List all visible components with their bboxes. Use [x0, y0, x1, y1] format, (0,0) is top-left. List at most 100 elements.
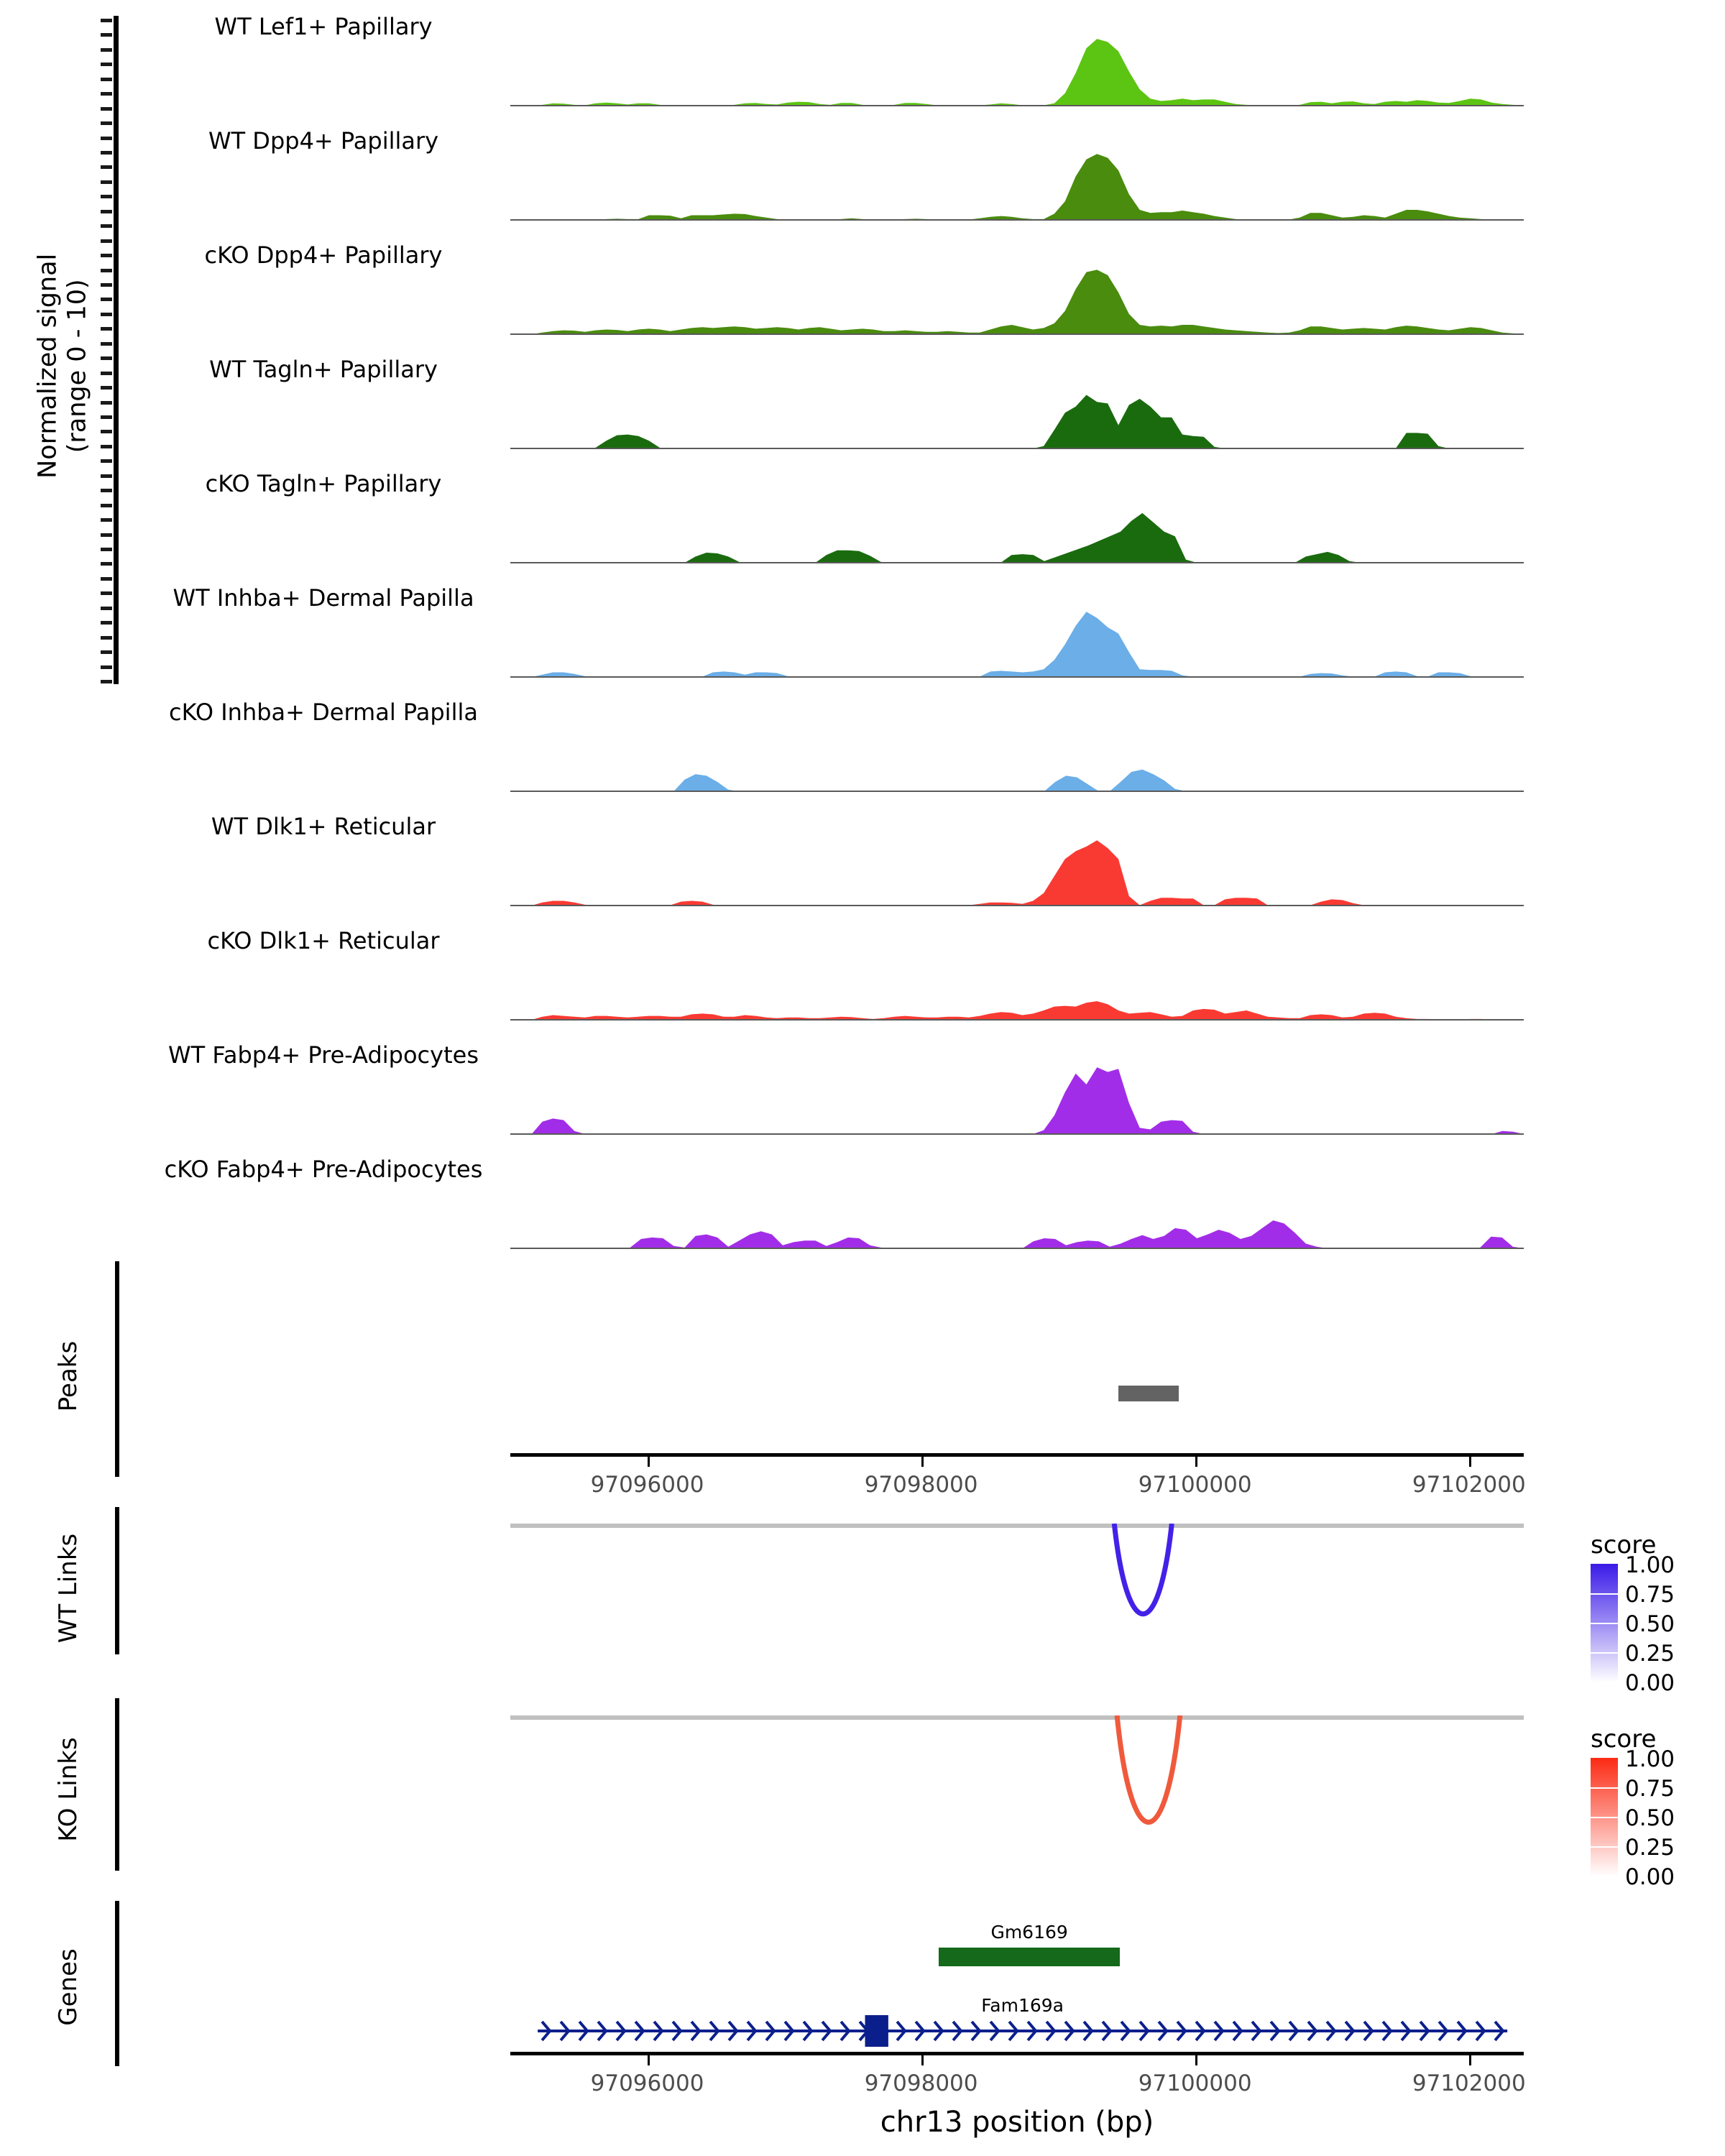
legend-label: 0.25 — [1625, 1641, 1675, 1667]
legend-label: 0.50 — [1625, 1805, 1675, 1831]
y-axis-label: Normalized signal (range 0 - 10) — [33, 253, 92, 479]
coverage-track-label: WT Dlk1+ Reticular — [211, 813, 436, 840]
coverage-area — [510, 612, 1524, 677]
legend-label: 0.50 — [1625, 1611, 1675, 1637]
legend-title: score — [1591, 1725, 1657, 1754]
coverage-axis-tick — [101, 312, 112, 316]
coverage-axis-tick — [101, 606, 112, 610]
x-axis-tick — [1195, 1457, 1197, 1467]
legend-label: 0.25 — [1625, 1835, 1675, 1861]
x-axis-tick — [1468, 2055, 1471, 2065]
coverage-baseline — [510, 905, 1524, 906]
wt-links-arcs — [1111, 1524, 1174, 1617]
coverage-area — [510, 154, 1524, 220]
x-axis-tick — [647, 2055, 650, 2065]
coverage-axis-tick — [101, 533, 112, 537]
coverage-axis-tick — [101, 400, 112, 405]
peak-feature — [1118, 1386, 1179, 1401]
coverage-baseline — [510, 105, 1524, 106]
coverage-axis-spine — [114, 16, 119, 684]
coverage-axis-tick — [101, 356, 112, 361]
wt-links-panel-spine — [115, 1507, 119, 1654]
coverage-area — [510, 1067, 1524, 1134]
ko-links-top-rule — [510, 1715, 1524, 1720]
coverage-axis-tick — [101, 680, 112, 683]
coverage-axis-tick — [101, 47, 112, 52]
coverage-axis-tick — [101, 254, 112, 258]
x-axis-tick — [921, 2055, 924, 2065]
coverage-area — [510, 270, 1524, 334]
legend-label: 0.00 — [1625, 1864, 1675, 1890]
coverage-baseline — [510, 791, 1524, 792]
coverage-axis-tick — [101, 180, 112, 184]
coverage-track — [510, 257, 1524, 335]
coverage-axis-tick — [101, 635, 112, 640]
gene-label: Gm6169 — [990, 1922, 1068, 1943]
legend-tick-labels: 1.00 0.75 0.50 0.25 0.00 — [1625, 1745, 1675, 1892]
coverage-axis-tick — [101, 591, 112, 596]
coverage-baseline — [510, 448, 1524, 449]
coverage-track-label: WT Lef1+ Papillary — [214, 13, 433, 40]
coverage-track — [510, 943, 1524, 1021]
wt-links-top-rule — [510, 1524, 1524, 1528]
x-axis-line — [510, 1453, 1524, 1457]
x-axis-tick — [647, 1457, 650, 1467]
coverage-axis-tick — [101, 283, 112, 287]
coverage-track — [510, 714, 1524, 792]
coverage-baseline — [510, 1248, 1524, 1249]
coverage-axis-tick — [101, 92, 112, 96]
coverage-axis-tick — [101, 371, 112, 375]
coverage-area — [510, 512, 1524, 563]
genes-panel-label: Genes — [54, 1948, 83, 2026]
coverage-axis-tick — [101, 151, 112, 155]
coverage-baseline — [510, 1019, 1524, 1021]
coverage-axis-tick — [101, 239, 112, 243]
coverage-axis-tick — [101, 518, 112, 522]
coverage-axis-tick — [101, 665, 112, 669]
coverage-baseline — [510, 1133, 1524, 1135]
x-axis-tick-label: 97102000 — [1412, 2070, 1526, 2096]
legend-label: 0.75 — [1625, 1776, 1675, 1802]
x-axis-tick — [1195, 2055, 1197, 2065]
gene-transcript — [538, 2015, 1508, 2047]
coverage-axis-tick — [101, 327, 112, 331]
gene-body — [939, 1948, 1120, 1966]
coverage-axis-tick — [101, 224, 112, 229]
coverage-axis-tick — [101, 650, 112, 655]
coverage-axis-tick — [101, 548, 112, 551]
legend-label: 0.75 — [1625, 1582, 1675, 1608]
coverage-track-label: WT Inhba+ Dermal Papilla — [172, 584, 474, 612]
x-axis-line — [510, 2052, 1524, 2055]
coverage-axis-tick — [101, 195, 112, 199]
coverage-axis-tick — [101, 489, 112, 493]
x-axis-tick-label: 97096000 — [590, 1472, 704, 1498]
legend-colorbar-ticks — [1591, 1564, 1618, 1682]
legend-label: 0.00 — [1625, 1670, 1675, 1696]
x-axis-tick — [921, 1457, 924, 1467]
ko-links-panel-label: KO Links — [54, 1737, 83, 1842]
coverage-axis-tick — [101, 298, 112, 302]
peaks-panel-spine — [115, 1261, 119, 1477]
coverage-axis-tick — [101, 33, 112, 37]
coverage-axis-tick — [101, 576, 112, 581]
x-axis-title: chr13 position (bp) — [880, 2106, 1154, 2139]
coverage-area — [510, 39, 1524, 106]
link-arc — [1114, 1715, 1183, 1825]
coverage-axis-tick — [101, 474, 112, 478]
coverage-track — [510, 29, 1524, 106]
x-axis-tick — [1468, 1457, 1471, 1467]
coverage-axis-tick — [101, 136, 112, 140]
x-axis-tick-label: 97096000 — [590, 2070, 704, 2096]
coverage-axis-tick — [101, 503, 112, 507]
coverage-baseline — [510, 676, 1524, 678]
x-axis-tick-label: 97100000 — [1138, 1472, 1252, 1498]
coverage-track — [510, 829, 1524, 906]
legend-title: score — [1591, 1531, 1657, 1560]
legend-colorbar-ticks — [1591, 1758, 1618, 1876]
coverage-axis-tick — [101, 341, 112, 346]
x-axis-tick-label: 97102000 — [1412, 1472, 1526, 1498]
ko-links-panel-spine — [115, 1698, 119, 1871]
coverage-axis-tick — [101, 459, 112, 464]
coverage-track-label: WT Dpp4+ Papillary — [208, 127, 439, 155]
coverage-baseline — [510, 562, 1524, 563]
